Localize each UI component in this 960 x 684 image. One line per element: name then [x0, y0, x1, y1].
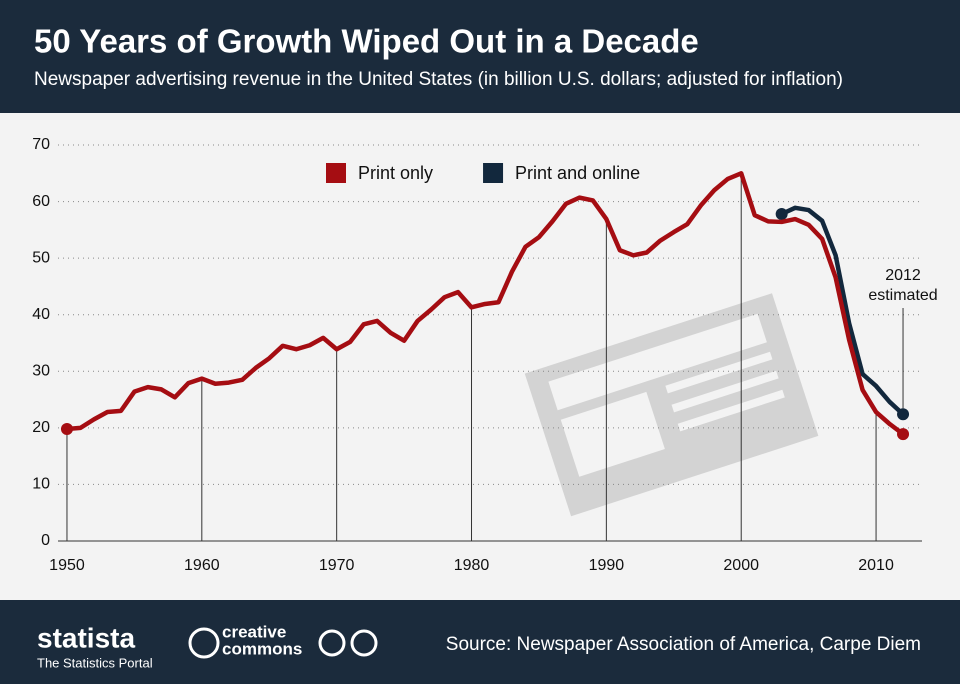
nd-icon: [350, 629, 378, 657]
y-tick-label: 70: [32, 136, 50, 153]
legend-label: Print and online: [515, 163, 640, 183]
y-tick-label: 10: [32, 476, 50, 493]
y-tick-label: 30: [32, 363, 50, 380]
end-dot: [897, 408, 910, 421]
annotation: 2012: [885, 267, 921, 284]
end-dot: [60, 422, 73, 435]
legend-label: Print only: [358, 163, 433, 183]
by-icon: [318, 629, 346, 657]
brand: statista: [37, 622, 135, 653]
y-tick-label: 20: [32, 419, 50, 436]
x-tick-label: 1990: [589, 557, 625, 574]
license-top: creative: [222, 622, 286, 641]
x-tick-label: 1970: [319, 557, 355, 574]
tagline: The Statistics Portal: [37, 655, 153, 670]
x-tick-label: 1960: [184, 557, 220, 574]
series-line: [66, 171, 905, 436]
y-tick-label: 60: [32, 193, 50, 210]
license-bottom: commons: [222, 639, 302, 658]
end-dot: [897, 428, 910, 441]
end-dot: [775, 208, 788, 221]
header-bg: [0, 0, 960, 113]
x-tick-label: 1980: [454, 557, 490, 574]
footer-bg: [0, 600, 960, 684]
chart-title: 50 Years of Growth Wiped Out in a Decade: [34, 23, 699, 60]
y-tick-label: 50: [32, 249, 50, 266]
annotation: estimated: [868, 287, 937, 304]
cc-logo: [188, 627, 220, 659]
newspaper-icon: [524, 293, 819, 517]
series-line: [780, 205, 905, 416]
source: Source: Newspaper Association of America…: [446, 634, 921, 655]
x-tick-label: 2000: [723, 557, 759, 574]
chart-subtitle: Newspaper advertising revenue in the Uni…: [34, 69, 843, 90]
plot-bg: [0, 113, 960, 600]
y-tick-label: 40: [32, 306, 50, 323]
x-tick-label: 1950: [49, 557, 85, 574]
legend-swatch: [483, 163, 504, 183]
x-tick-label: 2010: [858, 557, 894, 574]
y-tick-label: 0: [41, 532, 50, 549]
legend-swatch: [326, 163, 346, 183]
